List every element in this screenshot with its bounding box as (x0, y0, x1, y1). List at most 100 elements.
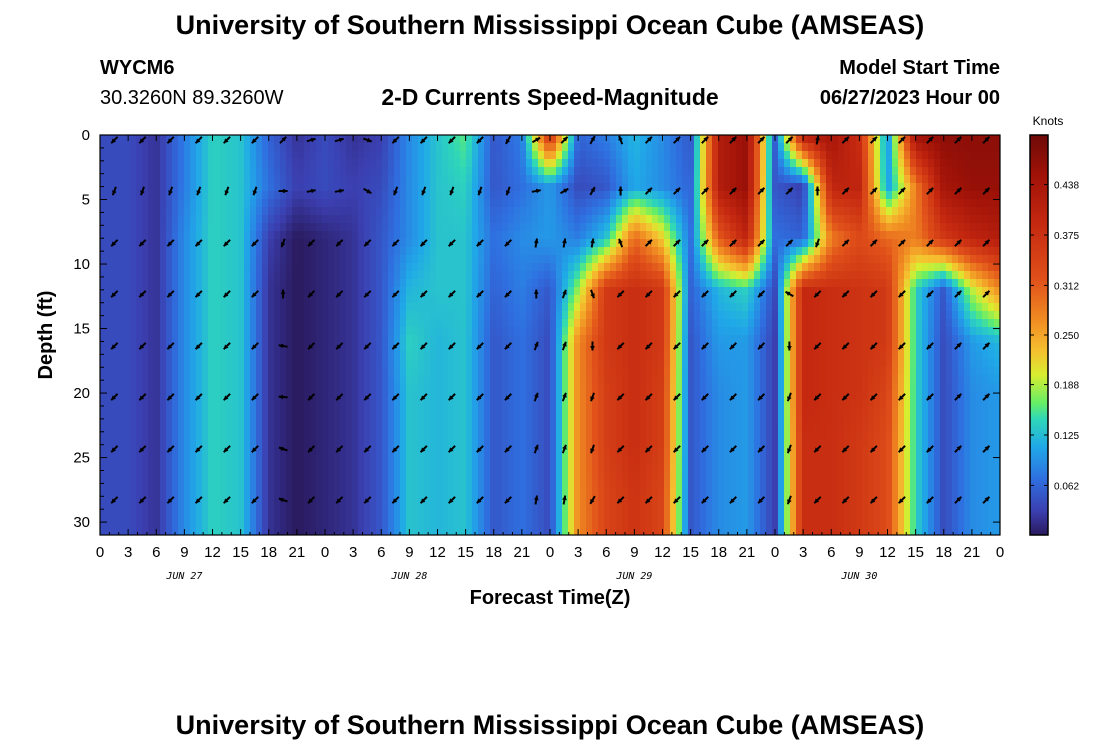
heatmap-cell (778, 151, 785, 160)
heatmap-cell (694, 231, 701, 240)
heatmap-cell (520, 191, 527, 200)
heatmap-cell (658, 311, 665, 320)
heatmap-cell (820, 311, 827, 320)
heatmap-cell (388, 295, 395, 304)
heatmap-cell (634, 135, 641, 144)
heatmap-cell (478, 319, 485, 328)
heatmap-cell (454, 295, 461, 304)
heatmap-cell (670, 255, 677, 264)
heatmap-cell (454, 367, 461, 376)
heatmap-cell (646, 199, 653, 208)
heatmap-cell (826, 231, 833, 240)
heatmap-cell (430, 351, 437, 360)
heatmap-cell (232, 159, 239, 168)
heatmap-cell (712, 231, 719, 240)
heatmap-cell (724, 359, 731, 368)
heatmap-cell (856, 271, 863, 280)
heatmap-cell (538, 175, 545, 184)
heatmap-cell (136, 279, 143, 288)
heatmap-cell (226, 263, 233, 272)
heatmap-cell (220, 271, 227, 280)
heatmap-cell (892, 367, 899, 376)
heatmap-cell (142, 239, 149, 248)
heatmap-cell (544, 175, 551, 184)
heatmap-cell (856, 207, 863, 216)
heatmap-cell (526, 183, 533, 192)
heatmap-cell (880, 383, 887, 392)
heatmap-cell (538, 135, 545, 144)
heatmap-cell (526, 231, 533, 240)
heatmap-cell (754, 287, 761, 296)
heatmap-cell (250, 279, 257, 288)
heatmap-cell (148, 239, 155, 248)
heatmap-cell (784, 287, 791, 296)
heatmap-cell (460, 295, 467, 304)
heatmap-cell (736, 287, 743, 296)
heatmap-cell (712, 167, 719, 176)
heatmap-cell (928, 311, 935, 320)
heatmap-cell (424, 367, 431, 376)
heatmap-cell (970, 239, 977, 248)
heatmap-cell (640, 135, 647, 144)
heatmap-cell (178, 247, 185, 256)
heatmap-cell (328, 167, 335, 176)
heatmap-cell (586, 311, 593, 320)
heatmap-cell (436, 295, 443, 304)
heatmap-cell (796, 391, 803, 400)
heatmap-cell (232, 231, 239, 240)
heatmap-cell (340, 335, 347, 344)
heatmap-cell (670, 303, 677, 312)
heatmap-cell (742, 255, 749, 264)
heatmap-cell (142, 231, 149, 240)
heatmap-cell (694, 215, 701, 224)
heatmap-cell (982, 135, 989, 144)
heatmap-cell (856, 183, 863, 192)
heatmap-cell (724, 343, 731, 352)
heatmap-cell (958, 279, 965, 288)
heatmap-cell (328, 343, 335, 352)
heatmap-cell (340, 247, 347, 256)
heatmap-cell (394, 343, 401, 352)
heatmap-cell (412, 183, 419, 192)
heatmap-cell (196, 159, 203, 168)
heatmap-cell (286, 143, 293, 152)
heatmap-cell (286, 383, 293, 392)
heatmap-cell (250, 183, 257, 192)
heatmap-cell (706, 183, 713, 192)
heatmap-cell (196, 311, 203, 320)
heatmap-cell (226, 183, 233, 192)
heatmap-cell (616, 159, 623, 168)
heatmap-cell (412, 215, 419, 224)
heatmap-cell (388, 207, 395, 216)
heatmap-cell (850, 335, 857, 344)
heatmap-cell (424, 255, 431, 264)
heatmap-cell (508, 175, 515, 184)
heatmap-cell (730, 375, 737, 384)
heatmap-cell (370, 183, 377, 192)
heatmap-cell (610, 303, 617, 312)
heatmap-cell (928, 271, 935, 280)
heatmap-cell (268, 383, 275, 392)
heatmap-cell (214, 143, 221, 152)
heatmap-cell (784, 367, 791, 376)
heatmap-cell (160, 183, 167, 192)
heatmap-cell (262, 303, 269, 312)
heatmap-cell (502, 135, 509, 144)
heatmap-cell (784, 343, 791, 352)
heatmap-cell (358, 247, 365, 256)
heatmap-cell (418, 319, 425, 328)
heatmap-cell (730, 287, 737, 296)
heatmap-cell (646, 151, 653, 160)
heatmap-cell (112, 383, 119, 392)
heatmap-cell (790, 335, 797, 344)
heatmap-cell (790, 383, 797, 392)
heatmap-cell (262, 287, 269, 296)
heatmap-cell (874, 239, 881, 248)
heatmap-cell (748, 167, 755, 176)
heatmap-cell (214, 135, 221, 144)
heatmap-cell (790, 279, 797, 288)
heatmap-cell (106, 399, 113, 408)
heatmap-cell (892, 135, 899, 144)
heatmap-cell (112, 215, 119, 224)
heatmap-cell (610, 215, 617, 224)
